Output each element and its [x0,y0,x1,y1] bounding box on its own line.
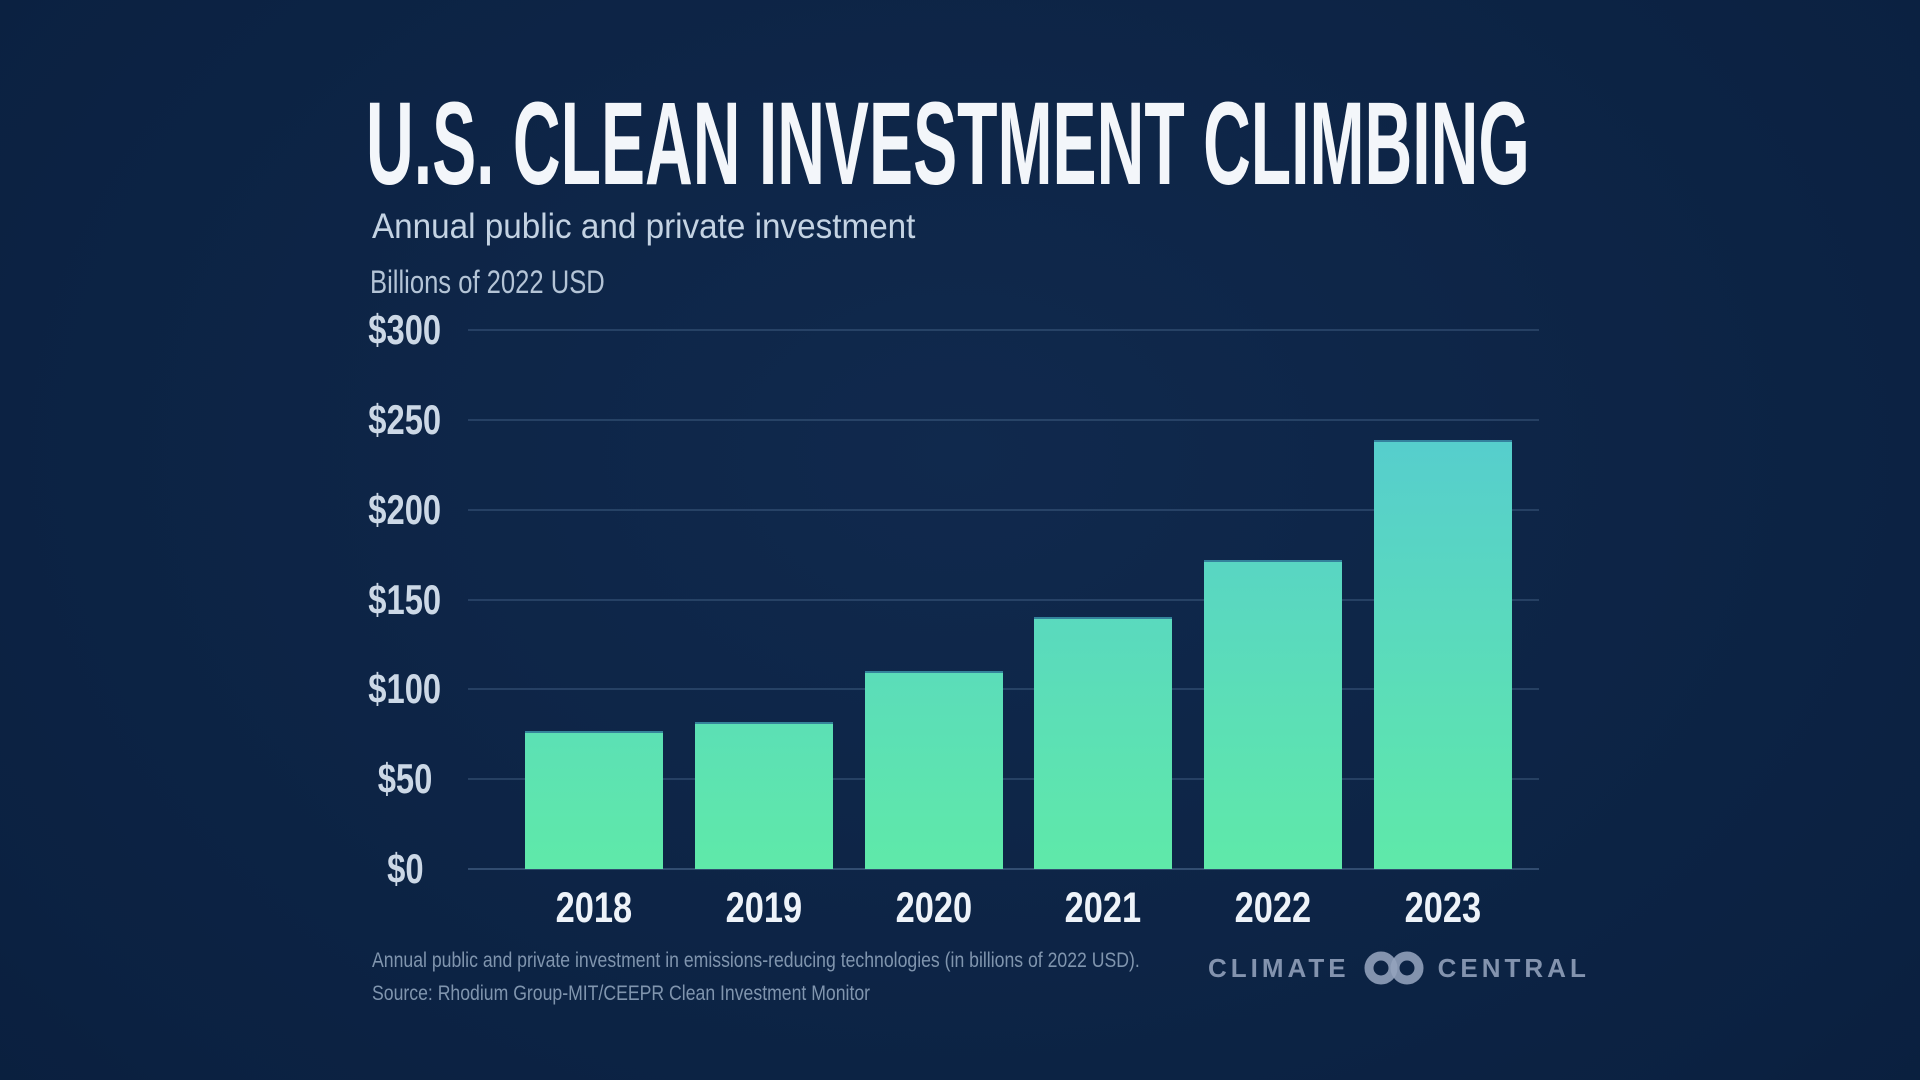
gridline-$50 [468,778,1539,781]
gridline-$200 [468,508,1539,511]
gridline-$0 [468,868,1539,870]
gridline-$300 [468,329,1539,331]
y-tick-label-$150: $150 [368,575,442,623]
bar-2022 [1204,560,1342,869]
gridline-$250 [468,418,1539,421]
footer-description: Annual public and private investment in … [372,949,1140,972]
climate-central-logo: CLIMATE CENTRAL [1208,948,1590,988]
footer-notes: Annual public and private investment in … [372,944,1286,1010]
x-tick-label-2023: 2023 [1404,884,1482,932]
bar-2018 [525,731,663,869]
chart-subtitle: Annual public and private investment [372,207,916,246]
y-axis-units-label: Billions of 2022 USD [370,264,605,300]
gridline-$150 [468,598,1539,601]
gridline-$100 [468,688,1539,691]
x-tick-label-2018: 2018 [555,884,633,932]
bar-2021 [1034,617,1172,869]
x-tick-label-2020: 2020 [895,884,973,932]
x-tick-label-2021: 2021 [1064,884,1142,932]
y-tick-label-$50: $50 [377,755,433,803]
bar-2020 [865,671,1003,869]
y-tick-label-$0: $0 [386,845,424,892]
logo-word-central: CENTRAL [1437,952,1590,983]
bar-2023 [1374,440,1512,869]
logo-word-climate: CLIMATE [1208,952,1350,983]
y-tick-label-$300: $300 [368,306,442,353]
y-tick-label-$200: $200 [368,485,442,533]
x-tick-label-2019: 2019 [725,884,803,932]
y-tick-label-$100: $100 [368,665,442,713]
chart-title: U.S. CLEAN INVESTMENT CLIMBING [366,78,1530,210]
y-tick-label-$250: $250 [368,395,442,443]
footer-source: Source: Rhodium Group-MIT/CEEPR Clean In… [372,982,871,1005]
infinity-rings-icon [1359,949,1429,987]
x-tick-label-2022: 2022 [1234,884,1312,932]
bar-2019 [695,722,833,869]
